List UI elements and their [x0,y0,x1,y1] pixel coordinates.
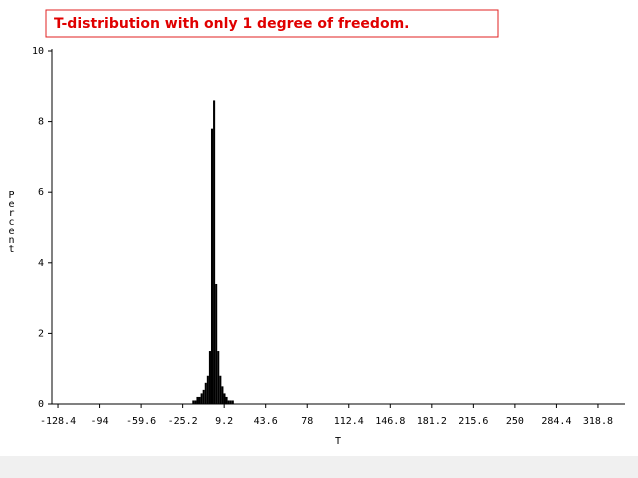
bar [221,386,224,404]
bar [210,128,214,404]
bar [227,400,230,404]
bar [229,400,232,404]
bar [219,375,222,404]
x-tick-label: 43.6 [254,416,278,427]
bar [204,382,207,404]
bar [194,400,197,404]
x-tick-label: 250 [506,416,524,427]
bar [225,396,228,404]
x-tick-label: -59.6 [126,416,156,427]
bar [231,400,234,404]
x-tick-label: 318.8 [583,416,613,427]
bar [223,393,226,404]
y-tick-label: 0 [38,399,44,410]
chart-title: T-distribution with only 1 degree of fre… [54,16,409,32]
y-tick-label: 8 [38,117,44,128]
bar [192,400,195,404]
bar [213,100,216,405]
bar [215,283,218,404]
bar [198,396,201,404]
x-tick-label: 181.2 [417,416,447,427]
bar [202,389,205,404]
x-tick-label: 146.8 [375,416,405,427]
y-tick-label: 4 [38,258,44,269]
x-tick-label: -128.4 [40,416,76,427]
x-tick-label: 284.4 [541,416,571,427]
bar [196,396,199,404]
y-axis-label: Percent [6,190,17,253]
y-tick-label: 6 [38,187,44,198]
y-tick-label: 2 [38,328,44,339]
x-tick-label: -94 [91,416,109,427]
footer-band [0,456,638,478]
bar [208,351,211,404]
x-tick-label: 215.6 [458,416,488,427]
x-tick-label: -25.2 [168,416,198,427]
bar [217,351,220,404]
bar [200,393,203,404]
x-tick-label: 9.2 [215,416,233,427]
title-box [45,9,499,38]
x-tick-label: 78 [301,416,313,427]
x-tick-label: 112.4 [334,416,364,427]
bar [206,375,209,404]
x-axis-label: T [335,436,341,447]
y-tick-label: 10 [32,46,44,57]
